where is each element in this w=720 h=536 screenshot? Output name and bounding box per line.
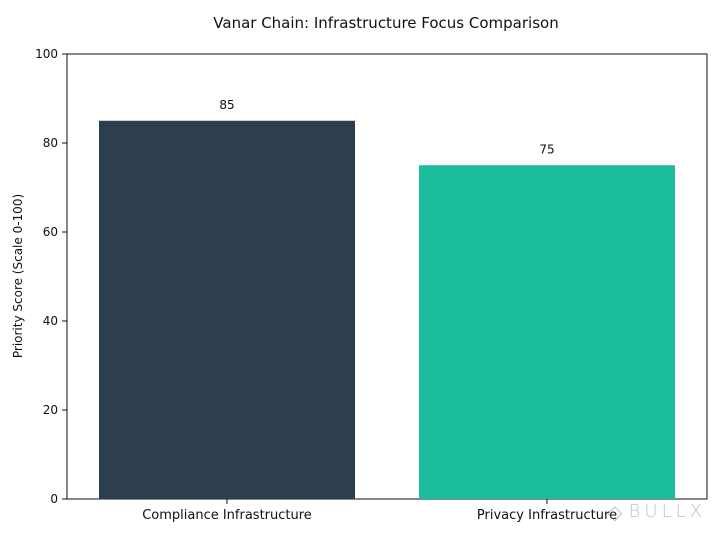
y-axis-tick-label: 0 [50, 492, 58, 506]
y-axis-tick-label: 20 [43, 403, 58, 417]
bar-labels-layer: 85 75 [219, 98, 554, 157]
y-axis-label: Priority Score (Scale 0-100) [11, 194, 25, 358]
y-axis: 0 20 40 60 80 100 [35, 47, 67, 506]
bar-value-label: 75 [539, 142, 554, 156]
bar-value-label: 85 [219, 98, 234, 112]
x-axis: Compliance Infrastructure Privacy Infrast… [142, 499, 617, 523]
bar [419, 165, 675, 499]
y-axis-tick-label: 60 [43, 225, 58, 239]
y-axis-tick-label: 100 [35, 47, 58, 61]
plot-area-frame [66, 53, 708, 500]
y-axis-tick-label: 40 [43, 314, 58, 328]
x-axis-tick-label: Compliance Infrastructure [142, 508, 312, 523]
bars-layer [99, 120, 675, 499]
chart-title: Vanar Chain: Infrastructure Focus Compar… [213, 14, 558, 32]
y-axis-tick-label: 80 [43, 136, 58, 150]
bar [99, 120, 355, 499]
x-axis-tick-label: Privacy Infrastructure [477, 508, 617, 523]
